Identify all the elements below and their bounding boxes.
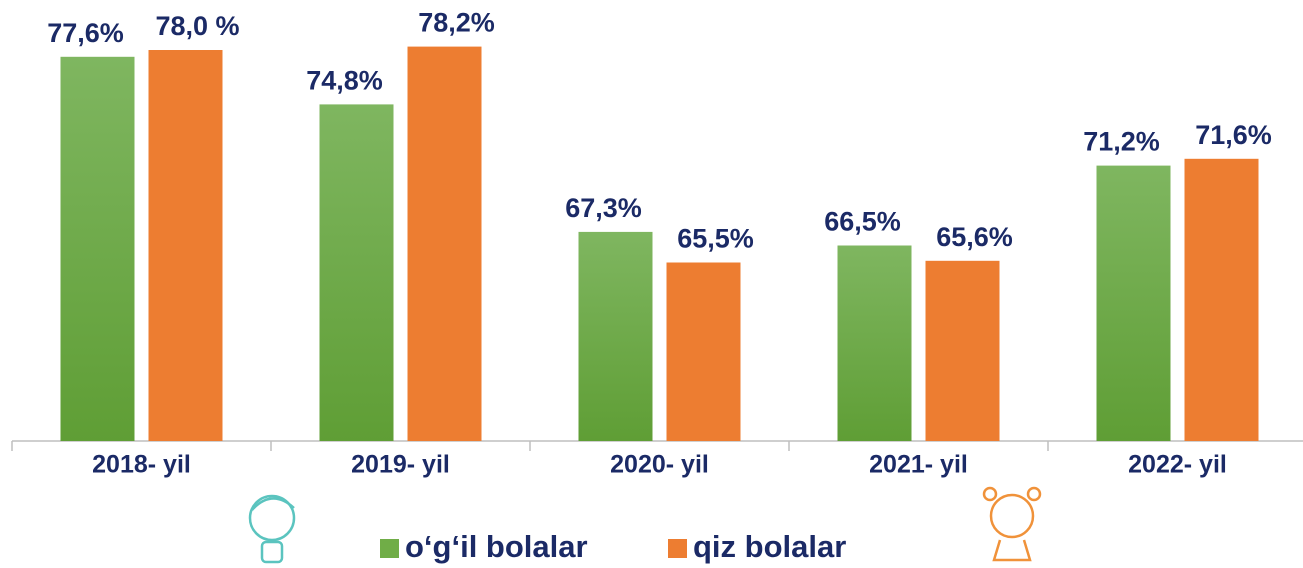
bar	[837, 245, 912, 441]
bar	[925, 260, 1000, 441]
legend-label: o‘g‘il bolalar	[405, 529, 588, 564]
x-tick-label: 2021- yil	[869, 451, 968, 479]
x-tick-label: 2020- yil	[610, 451, 709, 479]
value-label: 65,5%	[677, 224, 754, 254]
x-tick-label: 2022- yil	[1128, 451, 1227, 479]
bar	[1096, 165, 1171, 441]
x-tick-label: 2019- yil	[351, 451, 450, 479]
legend-label: qiz bolalar	[693, 529, 846, 564]
legend-swatch	[380, 539, 399, 558]
value-label: 77,6%	[47, 18, 124, 48]
value-label: 71,6%	[1195, 120, 1272, 150]
value-label: 65,6%	[936, 222, 1013, 252]
value-label: 78,0 %	[155, 11, 239, 41]
value-label: 67,3%	[565, 193, 642, 223]
axis	[11, 440, 1303, 451]
girl-icon	[982, 486, 1042, 562]
value-label: 74,8%	[306, 66, 383, 96]
boy-icon	[248, 494, 296, 564]
bar	[60, 56, 135, 442]
bar	[148, 50, 223, 441]
bar	[407, 46, 482, 441]
bar	[666, 262, 741, 441]
legend-swatch	[668, 539, 687, 558]
bar	[578, 231, 653, 441]
x-tick-label: 2018- yil	[92, 451, 191, 479]
bar	[1184, 158, 1259, 442]
value-label: 78,2%	[418, 8, 495, 38]
value-label: 66,5%	[824, 207, 901, 237]
bar	[319, 104, 394, 442]
value-label: 71,2%	[1083, 127, 1160, 157]
